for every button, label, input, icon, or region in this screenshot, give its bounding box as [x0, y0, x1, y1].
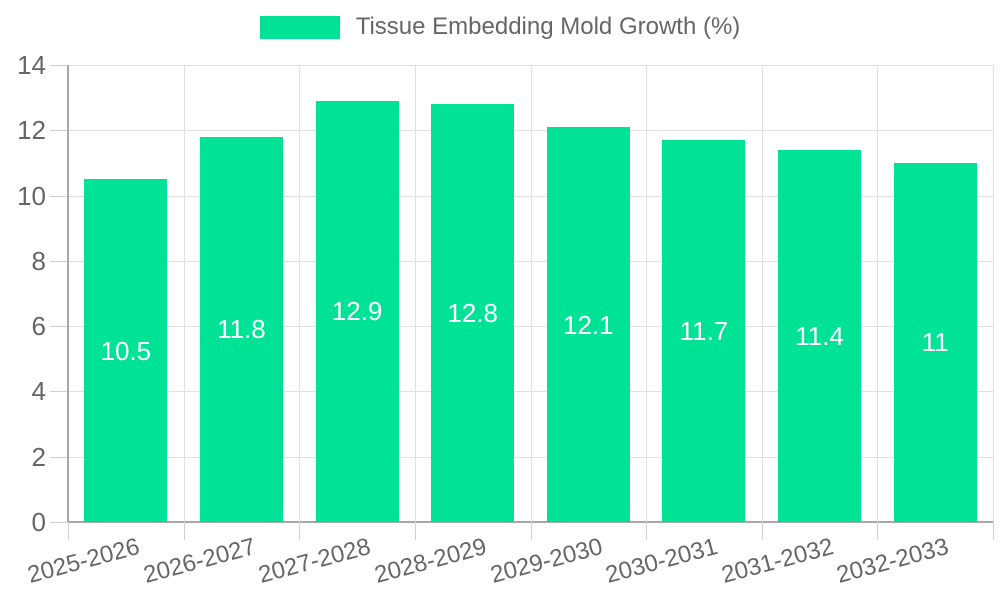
v-gridline	[646, 65, 648, 522]
bar-value-label: 12.9	[331, 296, 383, 327]
bar[interactable]: 11	[893, 162, 977, 522]
bar-value-label: 11	[921, 327, 949, 358]
y-tick-mark	[50, 456, 68, 458]
y-tick-mark	[50, 522, 68, 523]
bar[interactable]: 11.4	[778, 149, 862, 522]
y-tick-mark	[50, 391, 68, 393]
x-tick-mark	[761, 522, 763, 540]
x-tick-mark	[646, 522, 648, 540]
v-gridline	[530, 65, 532, 522]
y-tick-mark	[50, 260, 68, 262]
y-tick-label: 0	[31, 507, 46, 537]
y-tick-mark	[50, 195, 68, 197]
y-tick-label: 4	[31, 376, 46, 407]
x-tick-mark	[183, 522, 185, 540]
y-tick-label: 8	[31, 245, 46, 276]
v-gridline	[414, 65, 416, 522]
y-tick-mark	[50, 130, 68, 132]
x-tick-label: 2025-2026	[24, 533, 143, 589]
v-gridline	[993, 65, 994, 522]
bar[interactable]: 12.8	[431, 104, 515, 522]
x-tick-label: 2027-2028	[255, 533, 374, 589]
x-tick-mark	[877, 522, 879, 540]
x-tick-mark	[530, 522, 532, 540]
x-tick-mark	[299, 522, 301, 540]
y-tick-mark	[50, 65, 68, 66]
x-tick-label: 2029-2030	[487, 533, 606, 589]
x-tick-label: 2026-2027	[140, 533, 259, 589]
bar[interactable]: 12.9	[315, 100, 399, 522]
x-tick-mark	[993, 522, 994, 540]
y-tick-label: 2	[31, 441, 46, 472]
v-gridline	[877, 65, 879, 522]
bar-value-label: 10.5	[100, 335, 152, 366]
bar[interactable]: 10.5	[84, 179, 168, 522]
v-gridline	[299, 65, 301, 522]
x-tick-label: 2028-2029	[371, 533, 490, 589]
bar-value-label: 11.8	[217, 314, 266, 345]
y-tick-label: 6	[31, 311, 46, 342]
bar[interactable]: 11.7	[662, 140, 746, 522]
y-tick-mark	[50, 326, 68, 328]
x-tick-label: 2032-2033	[834, 533, 952, 589]
legend-label: Tissue Embedding Mold Growth (%)	[355, 13, 741, 40]
bar-value-label: 11.4	[795, 320, 844, 351]
y-tick-label: 12	[17, 115, 46, 146]
x-tick-label: 2030-2031	[602, 533, 721, 589]
y-axis-line	[67, 65, 69, 522]
x-tick-label: 2031-2032	[718, 533, 837, 589]
v-gridline	[183, 65, 185, 522]
v-gridline	[761, 65, 763, 522]
bar[interactable]: 12.1	[546, 127, 630, 522]
x-tick-mark	[414, 522, 416, 540]
y-tick-label: 10	[17, 180, 46, 211]
bar[interactable]: 11.8	[199, 136, 283, 522]
x-tick-mark	[68, 522, 69, 540]
bar-value-label: 11.7	[679, 316, 729, 347]
legend[interactable]: Tissue Embedding Mold Growth (%)	[0, 13, 1000, 40]
y-tick-label: 14	[17, 50, 46, 80]
bar-value-label: 12.1	[563, 309, 614, 340]
bar-value-label: 12.8	[447, 298, 498, 329]
legend-swatch	[259, 15, 340, 39]
